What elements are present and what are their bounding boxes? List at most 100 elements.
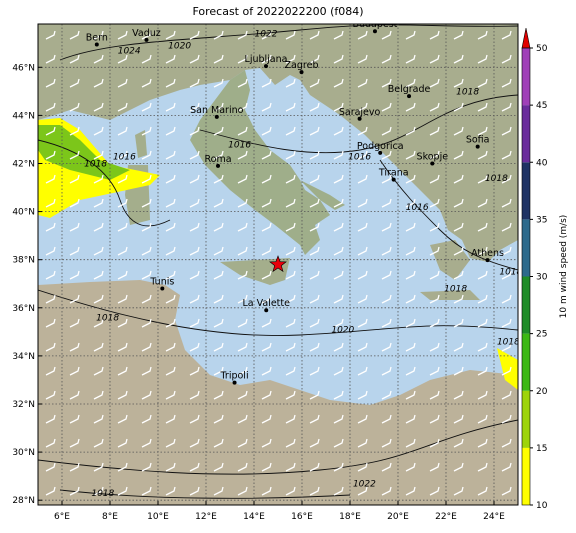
city-label: Tunis	[149, 277, 174, 288]
wind-barb	[381, 150, 392, 160]
wind-barb	[261, 126, 272, 136]
city-label: San Marino	[190, 105, 243, 116]
wind-barb	[405, 270, 416, 280]
wind-barb	[333, 318, 344, 328]
wind-barb	[429, 438, 440, 448]
wind-barb	[477, 318, 488, 328]
city-dot	[475, 144, 480, 149]
wind-barb	[285, 198, 296, 208]
wind-barb	[381, 198, 392, 208]
city-dot	[372, 29, 377, 34]
colorbar-tick-label: 10	[536, 501, 548, 511]
wind-barb	[165, 318, 176, 328]
colorbar-tick-label: 45	[536, 101, 547, 111]
wind-barb	[165, 342, 176, 352]
wind-barb	[117, 198, 128, 208]
wind-barb	[309, 78, 320, 88]
wind-barb	[501, 198, 512, 208]
wind-barb	[405, 438, 416, 448]
city-label: Sofia	[466, 135, 490, 146]
wind-barb	[309, 462, 320, 472]
wind-barb	[405, 30, 416, 40]
wind-barb	[189, 222, 200, 232]
wind-barb	[141, 414, 152, 424]
wind-barb	[213, 486, 224, 496]
wind-barb	[381, 294, 392, 304]
map-frame	[37, 23, 519, 506]
wind-barb	[237, 30, 248, 40]
wind-barb	[93, 246, 104, 256]
colorbar-label: 10 m wind speed (m/s)	[559, 215, 569, 319]
city-dot	[264, 308, 269, 313]
wind-barb	[285, 294, 296, 304]
wind-barb	[165, 390, 176, 400]
wind-barb	[117, 270, 128, 280]
wind-barb	[477, 438, 488, 448]
wind-barb	[405, 414, 416, 424]
wind-barb	[381, 270, 392, 280]
wind-barb	[141, 390, 152, 400]
wind-barb	[453, 294, 464, 304]
wind-barb	[45, 174, 56, 184]
isobar-label: 1020	[168, 42, 191, 52]
wind-barb	[357, 126, 368, 136]
land-peloponnese	[430, 240, 470, 280]
wind-barb	[117, 246, 128, 256]
wind-barb	[309, 366, 320, 376]
wind-barb	[381, 438, 392, 448]
wind-barb	[429, 294, 440, 304]
wind-barb	[285, 486, 296, 496]
wind-barb	[69, 126, 80, 136]
wind-barb	[477, 342, 488, 352]
wind-barb	[117, 102, 128, 112]
isobar	[38, 419, 518, 475]
colorbar-tick-label: 30	[536, 273, 548, 283]
wind-barb	[285, 54, 296, 64]
wind-barb	[477, 126, 488, 136]
wind-barb	[357, 366, 368, 376]
wind-barb	[381, 174, 392, 184]
y-tick-label: 30°N	[12, 448, 35, 458]
wind-barb	[141, 174, 152, 184]
city-dot	[160, 286, 165, 291]
wind-barb	[213, 246, 224, 256]
wind-barb	[45, 486, 56, 496]
wind-barb	[381, 246, 392, 256]
isobar-label: 1016	[406, 203, 429, 213]
colorbar-band	[522, 162, 530, 220]
wind-barb	[285, 78, 296, 88]
wind-barb	[453, 150, 464, 160]
wind-barb	[237, 78, 248, 88]
wind-barb	[333, 222, 344, 232]
wind-barb	[501, 102, 512, 112]
isobar	[59, 24, 518, 61]
wind-barb	[405, 102, 416, 112]
wind-barb	[213, 342, 224, 352]
y-tick-label: 40°N	[12, 208, 35, 218]
wind-barb	[381, 366, 392, 376]
wind-barb	[285, 174, 296, 184]
wind-barb	[93, 222, 104, 232]
wind-barb	[429, 150, 440, 160]
wind-barb	[429, 318, 440, 328]
wind-barb	[237, 486, 248, 496]
wind-barb	[213, 126, 224, 136]
wind-barb	[261, 318, 272, 328]
wind-barb	[429, 78, 440, 88]
wind-barb	[141, 222, 152, 232]
wind-barb	[357, 30, 368, 40]
wind-barb	[117, 486, 128, 496]
wind-barb	[189, 366, 200, 376]
wind-barb	[261, 390, 272, 400]
wind-barb	[45, 342, 56, 352]
wind-barb	[453, 54, 464, 64]
wind-barb	[429, 270, 440, 280]
wind-barb	[237, 414, 248, 424]
wind-barb	[165, 102, 176, 112]
wind-barb	[165, 366, 176, 376]
wind-barb	[261, 150, 272, 160]
wind-barb	[309, 246, 320, 256]
wind-barb	[333, 126, 344, 136]
wind-barb	[69, 30, 80, 40]
wind-barb	[69, 78, 80, 88]
